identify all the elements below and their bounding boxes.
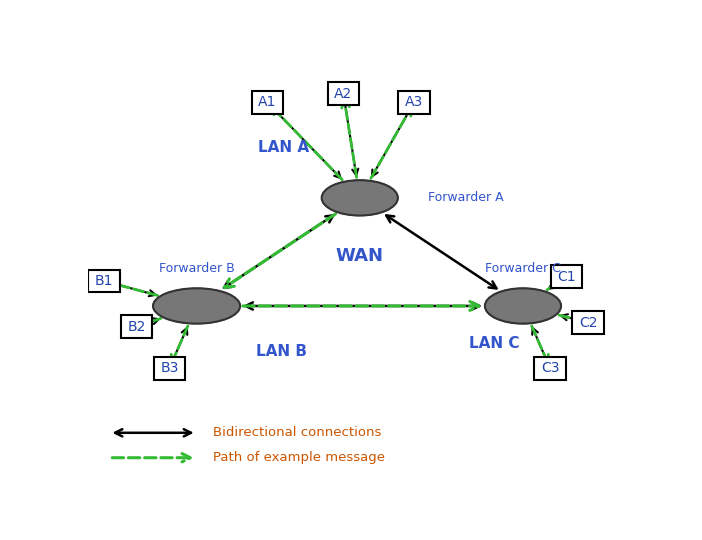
Ellipse shape bbox=[485, 288, 561, 323]
Text: Forwarder A: Forwarder A bbox=[428, 191, 503, 204]
Text: C1: C1 bbox=[557, 270, 576, 284]
FancyBboxPatch shape bbox=[88, 269, 120, 293]
Text: WAN: WAN bbox=[336, 247, 384, 265]
Text: C3: C3 bbox=[541, 361, 559, 375]
FancyBboxPatch shape bbox=[551, 266, 582, 288]
Text: C2: C2 bbox=[579, 315, 597, 329]
Text: Forwarder B: Forwarder B bbox=[159, 262, 234, 275]
FancyBboxPatch shape bbox=[534, 357, 566, 380]
Text: Forwarder C: Forwarder C bbox=[485, 262, 561, 275]
Ellipse shape bbox=[153, 288, 240, 323]
Text: LAN A: LAN A bbox=[258, 140, 309, 156]
Text: LAN B: LAN B bbox=[256, 344, 307, 359]
Text: A2: A2 bbox=[334, 87, 352, 101]
FancyBboxPatch shape bbox=[399, 91, 430, 113]
Text: A1: A1 bbox=[258, 95, 277, 109]
Text: LAN C: LAN C bbox=[469, 336, 519, 351]
FancyBboxPatch shape bbox=[573, 311, 604, 334]
Ellipse shape bbox=[322, 180, 398, 215]
FancyBboxPatch shape bbox=[251, 91, 283, 113]
Text: B3: B3 bbox=[160, 361, 178, 375]
Text: B1: B1 bbox=[95, 274, 113, 288]
Text: B2: B2 bbox=[128, 320, 146, 334]
FancyBboxPatch shape bbox=[154, 357, 185, 380]
Text: Path of example message: Path of example message bbox=[213, 451, 385, 464]
FancyBboxPatch shape bbox=[121, 315, 152, 338]
Text: A3: A3 bbox=[405, 95, 423, 109]
Text: Bidirectional connections: Bidirectional connections bbox=[213, 426, 381, 439]
FancyBboxPatch shape bbox=[328, 83, 359, 105]
